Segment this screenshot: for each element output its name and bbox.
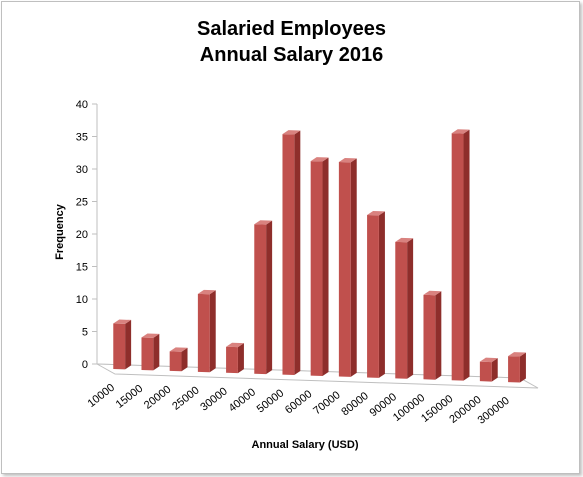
- bar-front: [479, 361, 492, 382]
- bar-side: [294, 130, 301, 376]
- y-tick-label: 40: [76, 99, 88, 111]
- bar-top: [226, 342, 244, 348]
- bar: [423, 290, 442, 380]
- bar-side: [519, 352, 526, 383]
- y-axis-title: Frequency: [54, 203, 66, 260]
- chart-title-line2: Annual Salary 2016: [199, 44, 384, 66]
- bar-front: [338, 162, 351, 377]
- bar-front: [197, 293, 210, 373]
- x-tick-label: 300000: [476, 395, 512, 427]
- bar-front: [367, 214, 379, 378]
- bar-front: [451, 133, 464, 381]
- bar: [169, 347, 188, 372]
- bar: [479, 357, 498, 382]
- bar-front: [254, 224, 267, 375]
- bar-side: [209, 290, 216, 373]
- bar-side: [125, 319, 132, 370]
- bar: [310, 157, 329, 376]
- bar-top: [367, 210, 385, 216]
- x-tick-label: 20000: [142, 384, 173, 412]
- x-tick-label: 60000: [283, 388, 314, 416]
- bar: [367, 210, 385, 378]
- chart-title: Salaried Employees Annual Salary 2016: [0, 16, 583, 68]
- bar-side: [407, 238, 414, 379]
- bar: [141, 333, 160, 371]
- bar-front: [508, 356, 520, 383]
- bar-top: [141, 333, 160, 338]
- bar-top: [423, 290, 442, 296]
- x-tick-label: 15000: [114, 383, 145, 411]
- bar: [395, 237, 414, 379]
- bar-side: [350, 158, 357, 377]
- y-tick-label: 20: [76, 229, 88, 241]
- bar: [338, 158, 357, 377]
- bar-front: [423, 294, 436, 380]
- x-axis-title: Annual Salary (USD): [252, 439, 359, 451]
- y-tick-label: 10: [76, 294, 88, 306]
- bar: [226, 342, 244, 374]
- bar-side: [266, 220, 273, 375]
- y-tick-label: 35: [76, 132, 88, 144]
- bar-front: [282, 134, 295, 376]
- bar-top: [395, 237, 414, 243]
- bar-side: [237, 343, 244, 374]
- bar-top: [113, 319, 132, 324]
- bar-top: [338, 158, 357, 163]
- bar: [508, 352, 526, 383]
- bar-side: [463, 129, 470, 381]
- y-tick-label: 15: [76, 262, 88, 274]
- bar-top: [197, 289, 216, 295]
- bar-side: [153, 333, 160, 371]
- bar: [254, 220, 273, 375]
- bar-top: [451, 129, 470, 134]
- bar: [282, 130, 301, 376]
- bar-top: [508, 352, 526, 357]
- bar-side: [491, 358, 498, 382]
- x-tick-label: 40000: [227, 386, 258, 414]
- bar-front: [395, 241, 408, 379]
- bar-top: [169, 347, 188, 352]
- bar: [113, 319, 132, 370]
- bar-side: [322, 157, 329, 376]
- x-tick-label: 30000: [198, 385, 229, 413]
- bar: [197, 289, 216, 373]
- bar: [451, 129, 470, 381]
- bar-side: [378, 211, 385, 378]
- bar-front: [169, 351, 182, 372]
- bar-side: [181, 347, 188, 372]
- chart-title-line1: Salaried Employees: [197, 18, 386, 40]
- bar-top: [254, 220, 273, 225]
- x-tick-label: 50000: [255, 387, 286, 415]
- y-tick-label: 5: [82, 327, 88, 339]
- bar-top: [310, 157, 329, 162]
- x-tick-label: 70000: [311, 389, 342, 417]
- bar-front: [113, 323, 126, 370]
- x-tick-label: 10000: [86, 382, 117, 410]
- bar-front: [141, 337, 154, 371]
- x-tick-label: 25000: [170, 384, 201, 412]
- x-tick-label: 80000: [339, 390, 370, 418]
- y-tick-label: 30: [76, 164, 88, 176]
- y-tick-label: 25: [76, 197, 88, 209]
- bar-top: [282, 130, 301, 135]
- bar-side: [435, 291, 442, 380]
- bar-front: [226, 346, 238, 374]
- bar-top: [479, 357, 498, 363]
- bar-front: [310, 161, 323, 376]
- y-tick-label: 0: [82, 359, 88, 371]
